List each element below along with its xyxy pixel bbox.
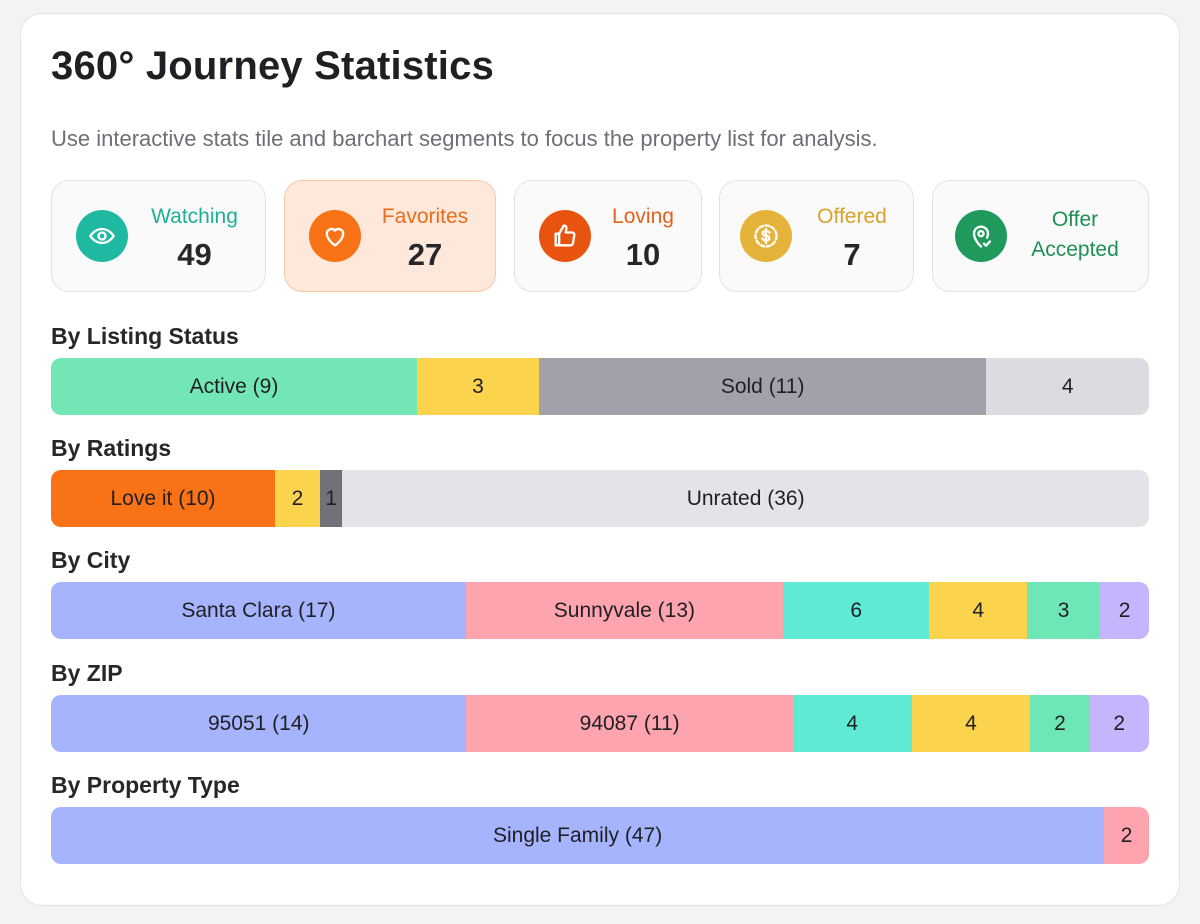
tile-label: Loving — [612, 205, 674, 228]
eye-icon — [76, 210, 128, 262]
bar-segment[interactable]: 3 — [1026, 582, 1101, 639]
bar-segment[interactable]: 2 — [1100, 582, 1149, 639]
bar-segment[interactable]: 4 — [792, 695, 912, 752]
tile-value: 10 — [625, 237, 661, 272]
tile-label: Offered — [817, 205, 887, 228]
thumbs-up-icon — [539, 210, 591, 262]
tile-value: 7 — [843, 237, 861, 272]
bar-property-type: Single Family (47) 2 — [51, 807, 1149, 864]
bar-segment[interactable]: Active (9) — [51, 358, 417, 415]
bar-segment[interactable]: Love it (10) — [51, 470, 276, 527]
stat-tile-offered[interactable]: Offered 7 — [719, 180, 914, 292]
bar-ratings: Love it (10) 2 1 Unrated (36) — [51, 470, 1149, 527]
bar-listing-status: Active (9) 3 Sold (11) 4 — [51, 358, 1149, 415]
bar-segment[interactable]: 2 — [1104, 807, 1149, 864]
tile-label: Watching — [151, 205, 238, 228]
bar-segment[interactable]: 6 — [782, 582, 930, 639]
section-label-property-type: By Property Type — [51, 772, 240, 798]
bar-segment[interactable]: 2 — [275, 470, 320, 527]
bar-segment[interactable]: 2 — [1030, 695, 1090, 752]
bar-segment[interactable]: 95051 (14) — [51, 695, 467, 752]
journey-stats-card — [20, 13, 1180, 906]
location-check-icon — [955, 210, 1007, 262]
dollar-icon — [740, 210, 792, 262]
bar-segment[interactable]: 94087 (11) — [466, 695, 793, 752]
bar-segment[interactable]: Sunnyvale (13) — [465, 582, 783, 639]
tile-label: Favorites — [381, 205, 469, 228]
tile-value: 49 — [177, 237, 212, 272]
bar-zip: 95051 (14) 94087 (11) 4 4 2 2 — [51, 695, 1149, 752]
stat-tile-favorites[interactable]: Favorites 27 — [284, 180, 496, 292]
section-label-listing-status: By Listing Status — [51, 323, 239, 349]
tile-value: 27 — [407, 237, 443, 272]
section-label-zip: By ZIP — [51, 660, 123, 686]
page-title: 360° Journey Statistics — [51, 44, 495, 88]
stat-tile-loving[interactable]: Loving 10 — [514, 180, 702, 292]
heart-icon — [309, 210, 361, 262]
tile-label-line1: Offer — [1051, 208, 1099, 231]
page-subtitle: Use interactive stats tile and barchart … — [51, 126, 878, 151]
bar-segment[interactable]: 4 — [911, 695, 1031, 752]
section-label-ratings: By Ratings — [51, 435, 172, 461]
bar-segment[interactable]: Santa Clara (17) — [51, 582, 466, 639]
bar-segment[interactable]: 4 — [986, 358, 1149, 415]
tile-label-line2: Accepted — [1031, 238, 1119, 261]
section-label-city: By City — [51, 547, 131, 573]
bar-segment[interactable]: Sold (11) — [539, 358, 987, 415]
bar-segment[interactable]: 4 — [929, 582, 1027, 639]
stat-tile-offer-accepted[interactable]: Offer Accepted — [932, 180, 1149, 292]
bar-segment[interactable]: 1 — [319, 470, 343, 527]
bar-segment[interactable]: 2 — [1089, 695, 1149, 752]
bar-segment[interactable]: Single Family (47) — [51, 807, 1105, 864]
stat-tile-watching[interactable]: Watching 49 — [51, 180, 266, 292]
bar-segment[interactable]: Unrated (36) — [342, 470, 1149, 527]
bar-segment[interactable]: 3 — [417, 358, 539, 415]
bar-city: Santa Clara (17) Sunnyvale (13) 6 4 3 2 — [51, 582, 1149, 639]
